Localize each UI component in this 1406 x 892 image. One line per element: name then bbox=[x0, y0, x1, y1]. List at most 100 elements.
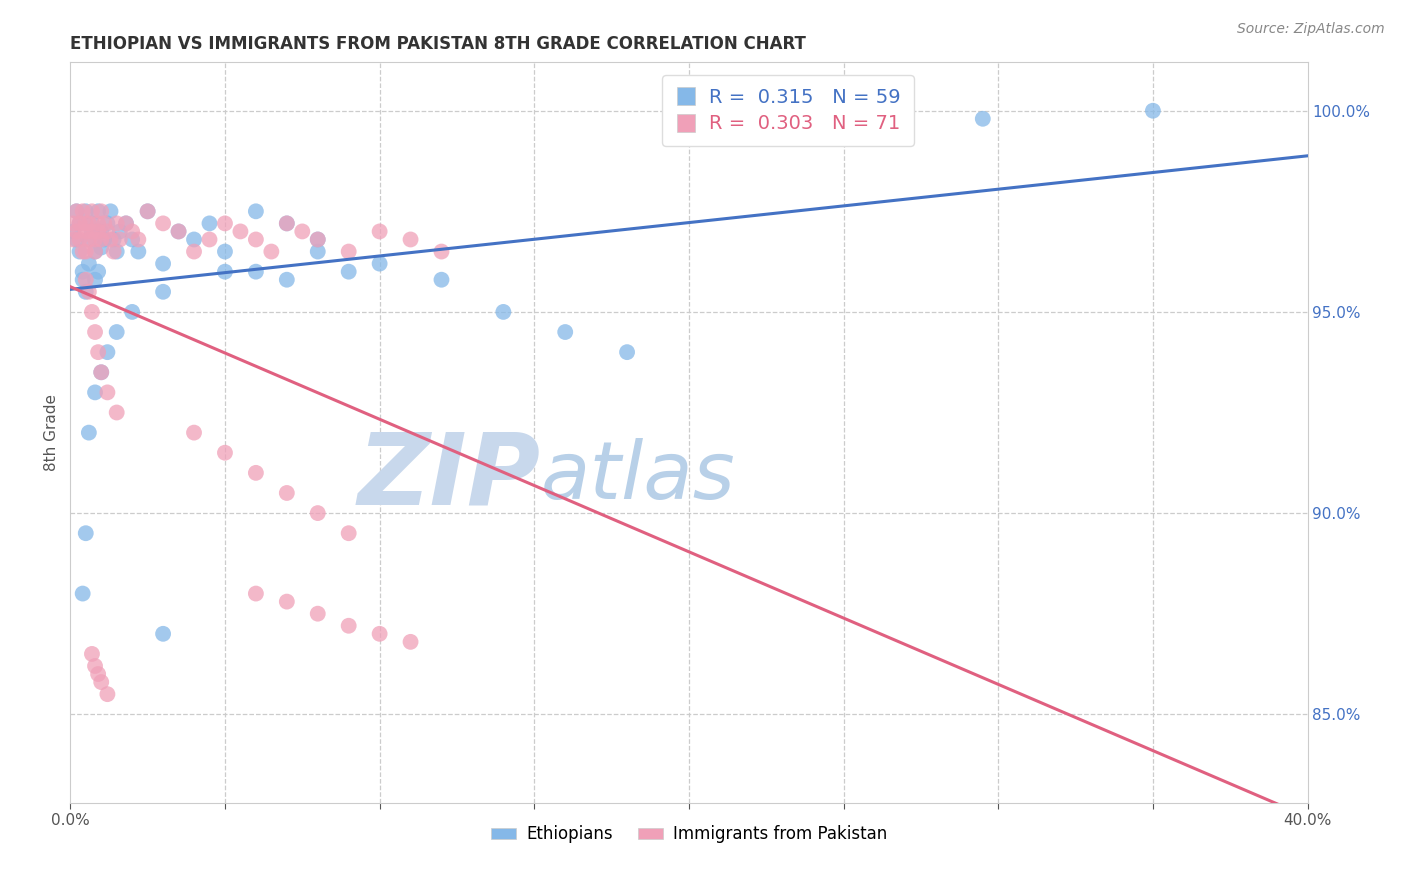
Point bbox=[103, 232, 125, 246]
Point bbox=[75, 244, 97, 259]
Point bbox=[62, 224, 84, 238]
Point bbox=[167, 224, 190, 238]
Point bbox=[93, 216, 115, 230]
Point bbox=[183, 244, 205, 259]
Point bbox=[87, 667, 110, 681]
Point bbox=[77, 232, 100, 246]
Point bbox=[115, 216, 138, 230]
Point bbox=[276, 216, 298, 230]
Point bbox=[72, 244, 94, 259]
Point bbox=[84, 244, 107, 259]
Point bbox=[96, 216, 118, 230]
Point bbox=[84, 659, 107, 673]
Point bbox=[121, 232, 143, 246]
Point bbox=[492, 305, 515, 319]
Point bbox=[65, 224, 87, 238]
Point bbox=[80, 224, 103, 238]
Point bbox=[127, 244, 149, 259]
Point bbox=[93, 232, 115, 246]
Point bbox=[75, 526, 97, 541]
Point bbox=[77, 232, 100, 246]
Point bbox=[245, 466, 267, 480]
Point bbox=[183, 425, 205, 440]
Point bbox=[90, 232, 112, 246]
Point bbox=[90, 204, 112, 219]
Point bbox=[100, 232, 122, 246]
Point bbox=[115, 216, 138, 230]
Point bbox=[121, 224, 143, 238]
Point bbox=[62, 232, 84, 246]
Point bbox=[75, 204, 97, 219]
Point bbox=[198, 232, 221, 246]
Point bbox=[96, 224, 118, 238]
Point bbox=[84, 325, 107, 339]
Point bbox=[65, 232, 87, 246]
Point bbox=[87, 224, 110, 238]
Point bbox=[307, 232, 329, 246]
Point bbox=[84, 273, 107, 287]
Point bbox=[69, 216, 91, 230]
Point bbox=[229, 224, 252, 238]
Point bbox=[80, 305, 103, 319]
Point bbox=[100, 204, 122, 219]
Text: ETHIOPIAN VS IMMIGRANTS FROM PAKISTAN 8TH GRADE CORRELATION CHART: ETHIOPIAN VS IMMIGRANTS FROM PAKISTAN 8T… bbox=[70, 35, 806, 53]
Point bbox=[307, 607, 329, 621]
Legend: Ethiopians, Immigrants from Pakistan: Ethiopians, Immigrants from Pakistan bbox=[484, 819, 894, 850]
Point bbox=[105, 325, 128, 339]
Point bbox=[121, 305, 143, 319]
Point bbox=[245, 586, 267, 600]
Point bbox=[368, 627, 391, 641]
Point bbox=[368, 224, 391, 238]
Point bbox=[62, 216, 84, 230]
Point bbox=[245, 232, 267, 246]
Point bbox=[77, 257, 100, 271]
Point bbox=[214, 265, 236, 279]
Point bbox=[152, 627, 174, 641]
Text: ZIP: ZIP bbox=[357, 428, 540, 525]
Point bbox=[65, 204, 87, 219]
Point bbox=[245, 265, 267, 279]
Point bbox=[337, 526, 360, 541]
Point bbox=[276, 486, 298, 500]
Point bbox=[75, 285, 97, 299]
Point bbox=[75, 224, 97, 238]
Point bbox=[65, 204, 87, 219]
Point bbox=[80, 204, 103, 219]
Text: Source: ZipAtlas.com: Source: ZipAtlas.com bbox=[1237, 22, 1385, 37]
Point bbox=[554, 325, 576, 339]
Point bbox=[69, 216, 91, 230]
Point bbox=[105, 244, 128, 259]
Point bbox=[80, 224, 103, 238]
Point bbox=[72, 273, 94, 287]
Point bbox=[276, 216, 298, 230]
Point bbox=[90, 365, 112, 379]
Point bbox=[84, 385, 107, 400]
Point bbox=[96, 385, 118, 400]
Point bbox=[430, 244, 453, 259]
Point bbox=[276, 273, 298, 287]
Point bbox=[69, 232, 91, 246]
Point bbox=[96, 687, 118, 701]
Point bbox=[108, 224, 131, 238]
Point bbox=[90, 675, 112, 690]
Point bbox=[307, 232, 329, 246]
Point bbox=[399, 635, 422, 649]
Point bbox=[307, 244, 329, 259]
Point bbox=[80, 647, 103, 661]
Point bbox=[75, 216, 97, 230]
Point bbox=[90, 224, 112, 238]
Point bbox=[136, 204, 159, 219]
Point bbox=[1142, 103, 1164, 118]
Point bbox=[108, 232, 131, 246]
Point bbox=[80, 216, 103, 230]
Point bbox=[399, 232, 422, 246]
Point bbox=[337, 619, 360, 633]
Point bbox=[136, 204, 159, 219]
Point bbox=[87, 216, 110, 230]
Point bbox=[183, 232, 205, 246]
Point bbox=[337, 244, 360, 259]
Point bbox=[430, 273, 453, 287]
Point bbox=[152, 257, 174, 271]
Point bbox=[96, 345, 118, 359]
Point bbox=[616, 345, 638, 359]
